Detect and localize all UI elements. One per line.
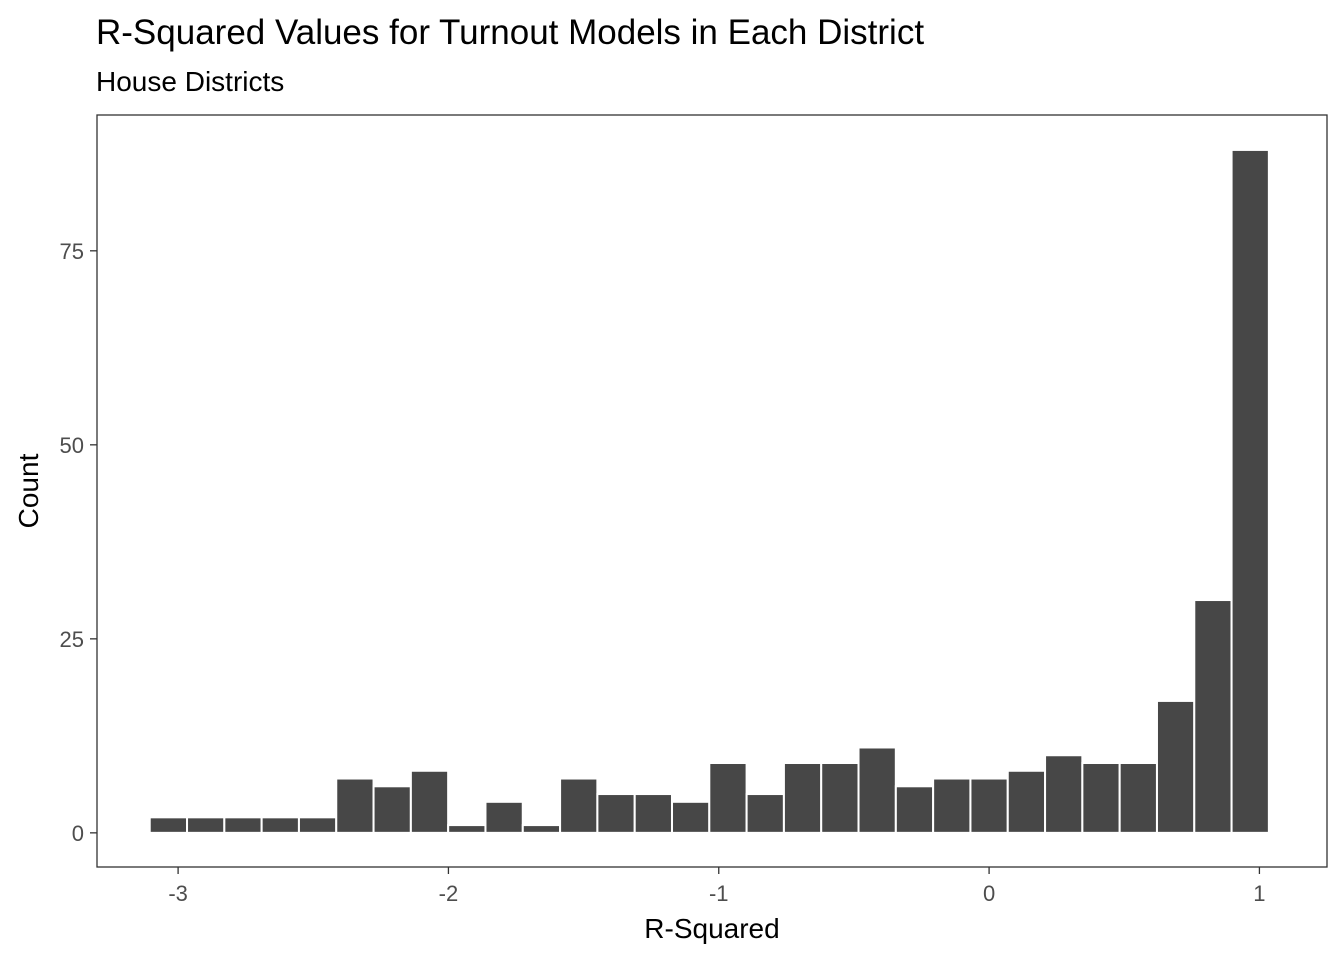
histogram-bar-3 — [260, 816, 300, 834]
x-tick-label-0: 0 — [983, 881, 995, 906]
histogram-bar-20 — [894, 785, 935, 834]
histogram-bar-14 — [671, 800, 711, 834]
x-axis: -3 -2 -1 0 1 — [168, 867, 1266, 906]
x-axis-label: R-Squared — [644, 913, 779, 944]
histogram-bar-8 — [447, 824, 487, 834]
histogram-bar-0 — [148, 816, 189, 834]
histogram-bar-23 — [1006, 769, 1047, 834]
y-axis-label: Count — [13, 453, 44, 528]
histogram-bar-13 — [633, 793, 673, 834]
histogram-bar-16 — [745, 793, 785, 834]
histogram-bar-11 — [559, 777, 599, 834]
histogram-bar-21 — [932, 777, 972, 834]
histogram-bar-18 — [820, 762, 860, 834]
histogram-bar-2 — [223, 816, 263, 834]
histogram-bar-1 — [186, 816, 226, 834]
chart-subtitle: House Districts — [96, 66, 284, 97]
y-tick-label-50: 50 — [60, 433, 84, 458]
histogram-bar-10 — [521, 824, 562, 834]
bars-group — [148, 148, 1270, 834]
histogram-bar-9 — [484, 800, 524, 834]
histogram-bar-29 — [1230, 148, 1270, 834]
x-tick-label--2: -2 — [439, 881, 459, 906]
histogram-bar-6 — [372, 785, 412, 834]
histogram-bar-4 — [297, 816, 338, 834]
histogram-bar-12 — [596, 793, 636, 834]
histogram-bar-17 — [782, 762, 823, 834]
y-tick-label-0: 0 — [72, 821, 84, 846]
histogram-bar-7 — [409, 769, 450, 834]
histogram-bar-22 — [969, 777, 1009, 834]
x-tick-label-1: 1 — [1253, 881, 1265, 906]
y-tick-label-75: 75 — [60, 239, 84, 264]
y-axis: 0 25 50 75 — [60, 239, 97, 846]
plot-panel — [97, 115, 1327, 867]
chart-title: R-Squared Values for Turnout Models in E… — [96, 13, 924, 52]
x-tick-label--3: -3 — [168, 881, 188, 906]
x-tick-label--1: -1 — [709, 881, 729, 906]
histogram-bar-28 — [1193, 599, 1233, 834]
histogram-bar-5 — [335, 777, 375, 834]
histogram-bar-27 — [1155, 699, 1196, 834]
histogram-bar-25 — [1081, 762, 1121, 834]
histogram-bar-26 — [1118, 762, 1158, 834]
y-tick-label-25: 25 — [60, 627, 84, 652]
panel-border — [96, 114, 1328, 868]
histogram-bar-15 — [708, 762, 748, 834]
histogram-bar-19 — [857, 746, 897, 834]
histogram-bar-24 — [1044, 754, 1084, 834]
